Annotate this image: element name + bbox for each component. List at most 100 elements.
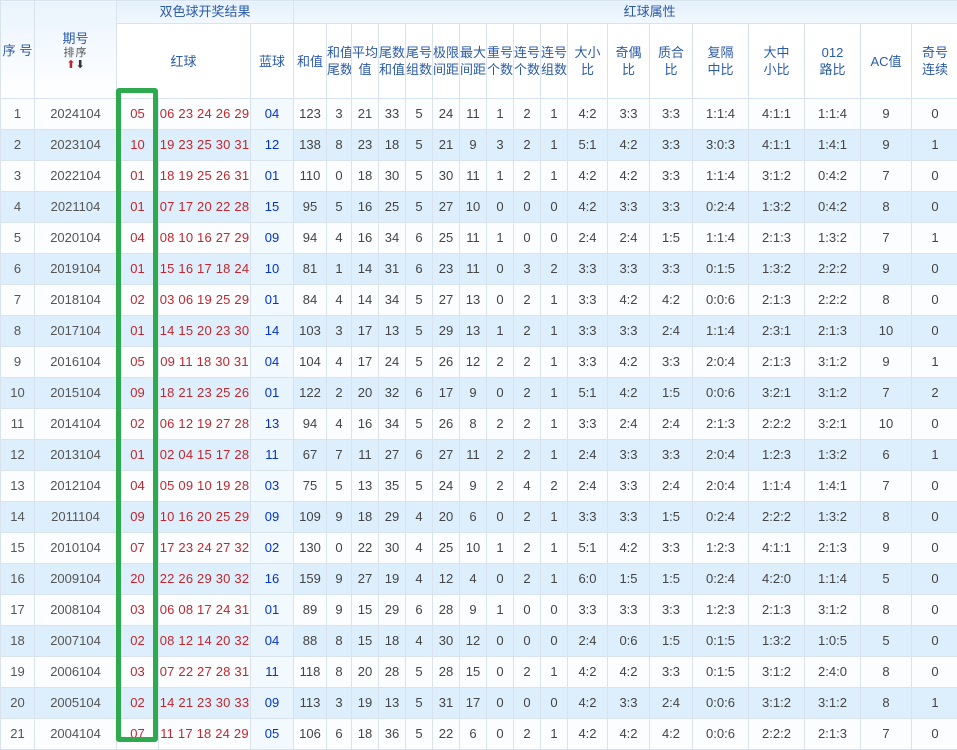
cell-repeat-count: 0 xyxy=(487,192,514,223)
cell-big-small-ratio: 4:2 xyxy=(568,161,608,192)
cell-red-balls: 18 21 23 25 26 xyxy=(159,378,251,409)
cell-red-ball-first: 01 xyxy=(117,254,159,285)
header-col-repeat-count[interactable]: 重号 个数 xyxy=(487,24,514,99)
cell-red-balls: 11 17 18 24 29 xyxy=(159,719,251,750)
cell-max-span: 11 xyxy=(460,99,487,130)
cell-consecutive-count: 2 xyxy=(514,347,541,378)
cell-odd-even-ratio: 3:3 xyxy=(608,192,650,223)
cell-big-mid-small-ratio: 1:3:2 xyxy=(749,626,805,657)
header-col-tail-groups[interactable]: 尾号 组数 xyxy=(406,24,433,99)
cell-blue-ball: 01 xyxy=(251,595,294,626)
header-col-average[interactable]: 平均 值 xyxy=(352,24,379,99)
cell-average: 19 xyxy=(352,688,379,719)
header-col-max-span[interactable]: 最大 间距 xyxy=(460,24,487,99)
cell-sequence: 12 xyxy=(1,440,35,471)
cell-big-mid-small-ratio: 2:1:3 xyxy=(749,595,805,626)
header-col-big-small-ratio[interactable]: 大小 比 xyxy=(568,24,608,99)
cell-repeat-count: 1 xyxy=(487,595,514,626)
cell-sum-tail: 3 xyxy=(327,316,352,347)
header-col-blue-ball[interactable]: 蓝球 xyxy=(251,24,294,99)
cell-average: 11 xyxy=(352,440,379,471)
cell-consecutive-count: 0 xyxy=(514,223,541,254)
cell-tail-sum: 24 xyxy=(379,347,406,378)
header-col-odd-even-ratio[interactable]: 奇偶 比 xyxy=(608,24,650,99)
cell-tail-groups: 6 xyxy=(406,378,433,409)
header-col-consecutive-count[interactable]: 连号 个数 xyxy=(514,24,541,99)
cell-red-ball-first: 20 xyxy=(117,564,159,595)
header-col-consecutive-groups[interactable]: 连号 组数 xyxy=(541,24,568,99)
header-col-sum-l1: 和值 xyxy=(294,53,326,70)
sort-control[interactable]: 排序 ⬆⬇ xyxy=(35,47,116,71)
cell-repeat-skip-mid-ratio: 2:0:4 xyxy=(693,440,749,471)
sort-asc-icon[interactable]: ⬆ xyxy=(66,59,75,71)
cell-consecutive-count: 0 xyxy=(514,192,541,223)
header-col-odd-consecutive[interactable]: 奇号 连续 xyxy=(912,24,957,99)
cell-red-ball-first: 01 xyxy=(117,440,159,471)
cell-max-span: 12 xyxy=(460,347,487,378)
cell-limit-span: 24 xyxy=(433,99,460,130)
cell-odd-even-ratio: 1:5 xyxy=(608,564,650,595)
header-col-tail-sum[interactable]: 尾数 和值 xyxy=(379,24,406,99)
header-col-012-road-ratio[interactable]: 012 路比 xyxy=(805,24,861,99)
cell-consecutive-count: 0 xyxy=(514,595,541,626)
header-col-sum-tail[interactable]: 和值 尾数 xyxy=(327,24,352,99)
header-col-prime-composite-ratio[interactable]: 质合 比 xyxy=(650,24,693,99)
cell-sum: 159 xyxy=(294,564,327,595)
cell-odd-consecutive: 0 xyxy=(912,99,957,130)
cell-red-ball-first: 05 xyxy=(117,99,159,130)
cell-big-mid-small-ratio: 2:1:3 xyxy=(749,285,805,316)
cell-sum: 94 xyxy=(294,223,327,254)
header-col-sum[interactable]: 和值 xyxy=(294,24,327,99)
cell-tail-sum: 31 xyxy=(379,254,406,285)
sort-desc-icon[interactable]: ⬇ xyxy=(76,59,85,71)
cell-limit-span: 22 xyxy=(433,719,460,750)
header-col-big-mid-small-ratio[interactable]: 大中 小比 xyxy=(749,24,805,99)
cell-prime-composite-ratio: 3:3 xyxy=(650,347,693,378)
cell-issue-number: 2014104 xyxy=(35,409,117,440)
cell-odd-consecutive: 0 xyxy=(912,161,957,192)
cell-red-balls: 05 09 10 19 28 xyxy=(159,471,251,502)
cell-consecutive-count: 4 xyxy=(514,471,541,502)
cell-odd-even-ratio: 0:6 xyxy=(608,626,650,657)
cell-sum-tail: 4 xyxy=(327,285,352,316)
cell-tail-groups: 5 xyxy=(406,161,433,192)
header-issue[interactable]: 期号 排序 ⬆⬇ xyxy=(35,1,117,99)
cell-big-small-ratio: 3:3 xyxy=(568,316,608,347)
cell-repeat-skip-mid-ratio: 1:2:3 xyxy=(693,533,749,564)
cell-consecutive-count: 2 xyxy=(514,99,541,130)
cell-prime-composite-ratio: 2:4 xyxy=(650,409,693,440)
cell-red-balls: 10 16 20 25 29 xyxy=(159,502,251,533)
cell-tail-sum: 34 xyxy=(379,409,406,440)
header-col-odd-consecutive-l1: 奇号 xyxy=(912,44,957,61)
header-col-limit-span[interactable]: 极限 间距 xyxy=(433,24,460,99)
header-col-red-balls[interactable]: 红球 xyxy=(117,24,251,99)
cell-issue-number: 2011104 xyxy=(35,502,117,533)
header-col-repeat-skip-mid-ratio[interactable]: 复隔 中比 xyxy=(693,24,749,99)
cell-repeat-count: 2 xyxy=(487,347,514,378)
sort-arrows[interactable]: ⬆⬇ xyxy=(35,60,116,71)
cell-tail-sum: 34 xyxy=(379,223,406,254)
header-seq[interactable]: 序 号 xyxy=(1,1,35,99)
header-col-ac-value[interactable]: AC值 xyxy=(861,24,912,99)
